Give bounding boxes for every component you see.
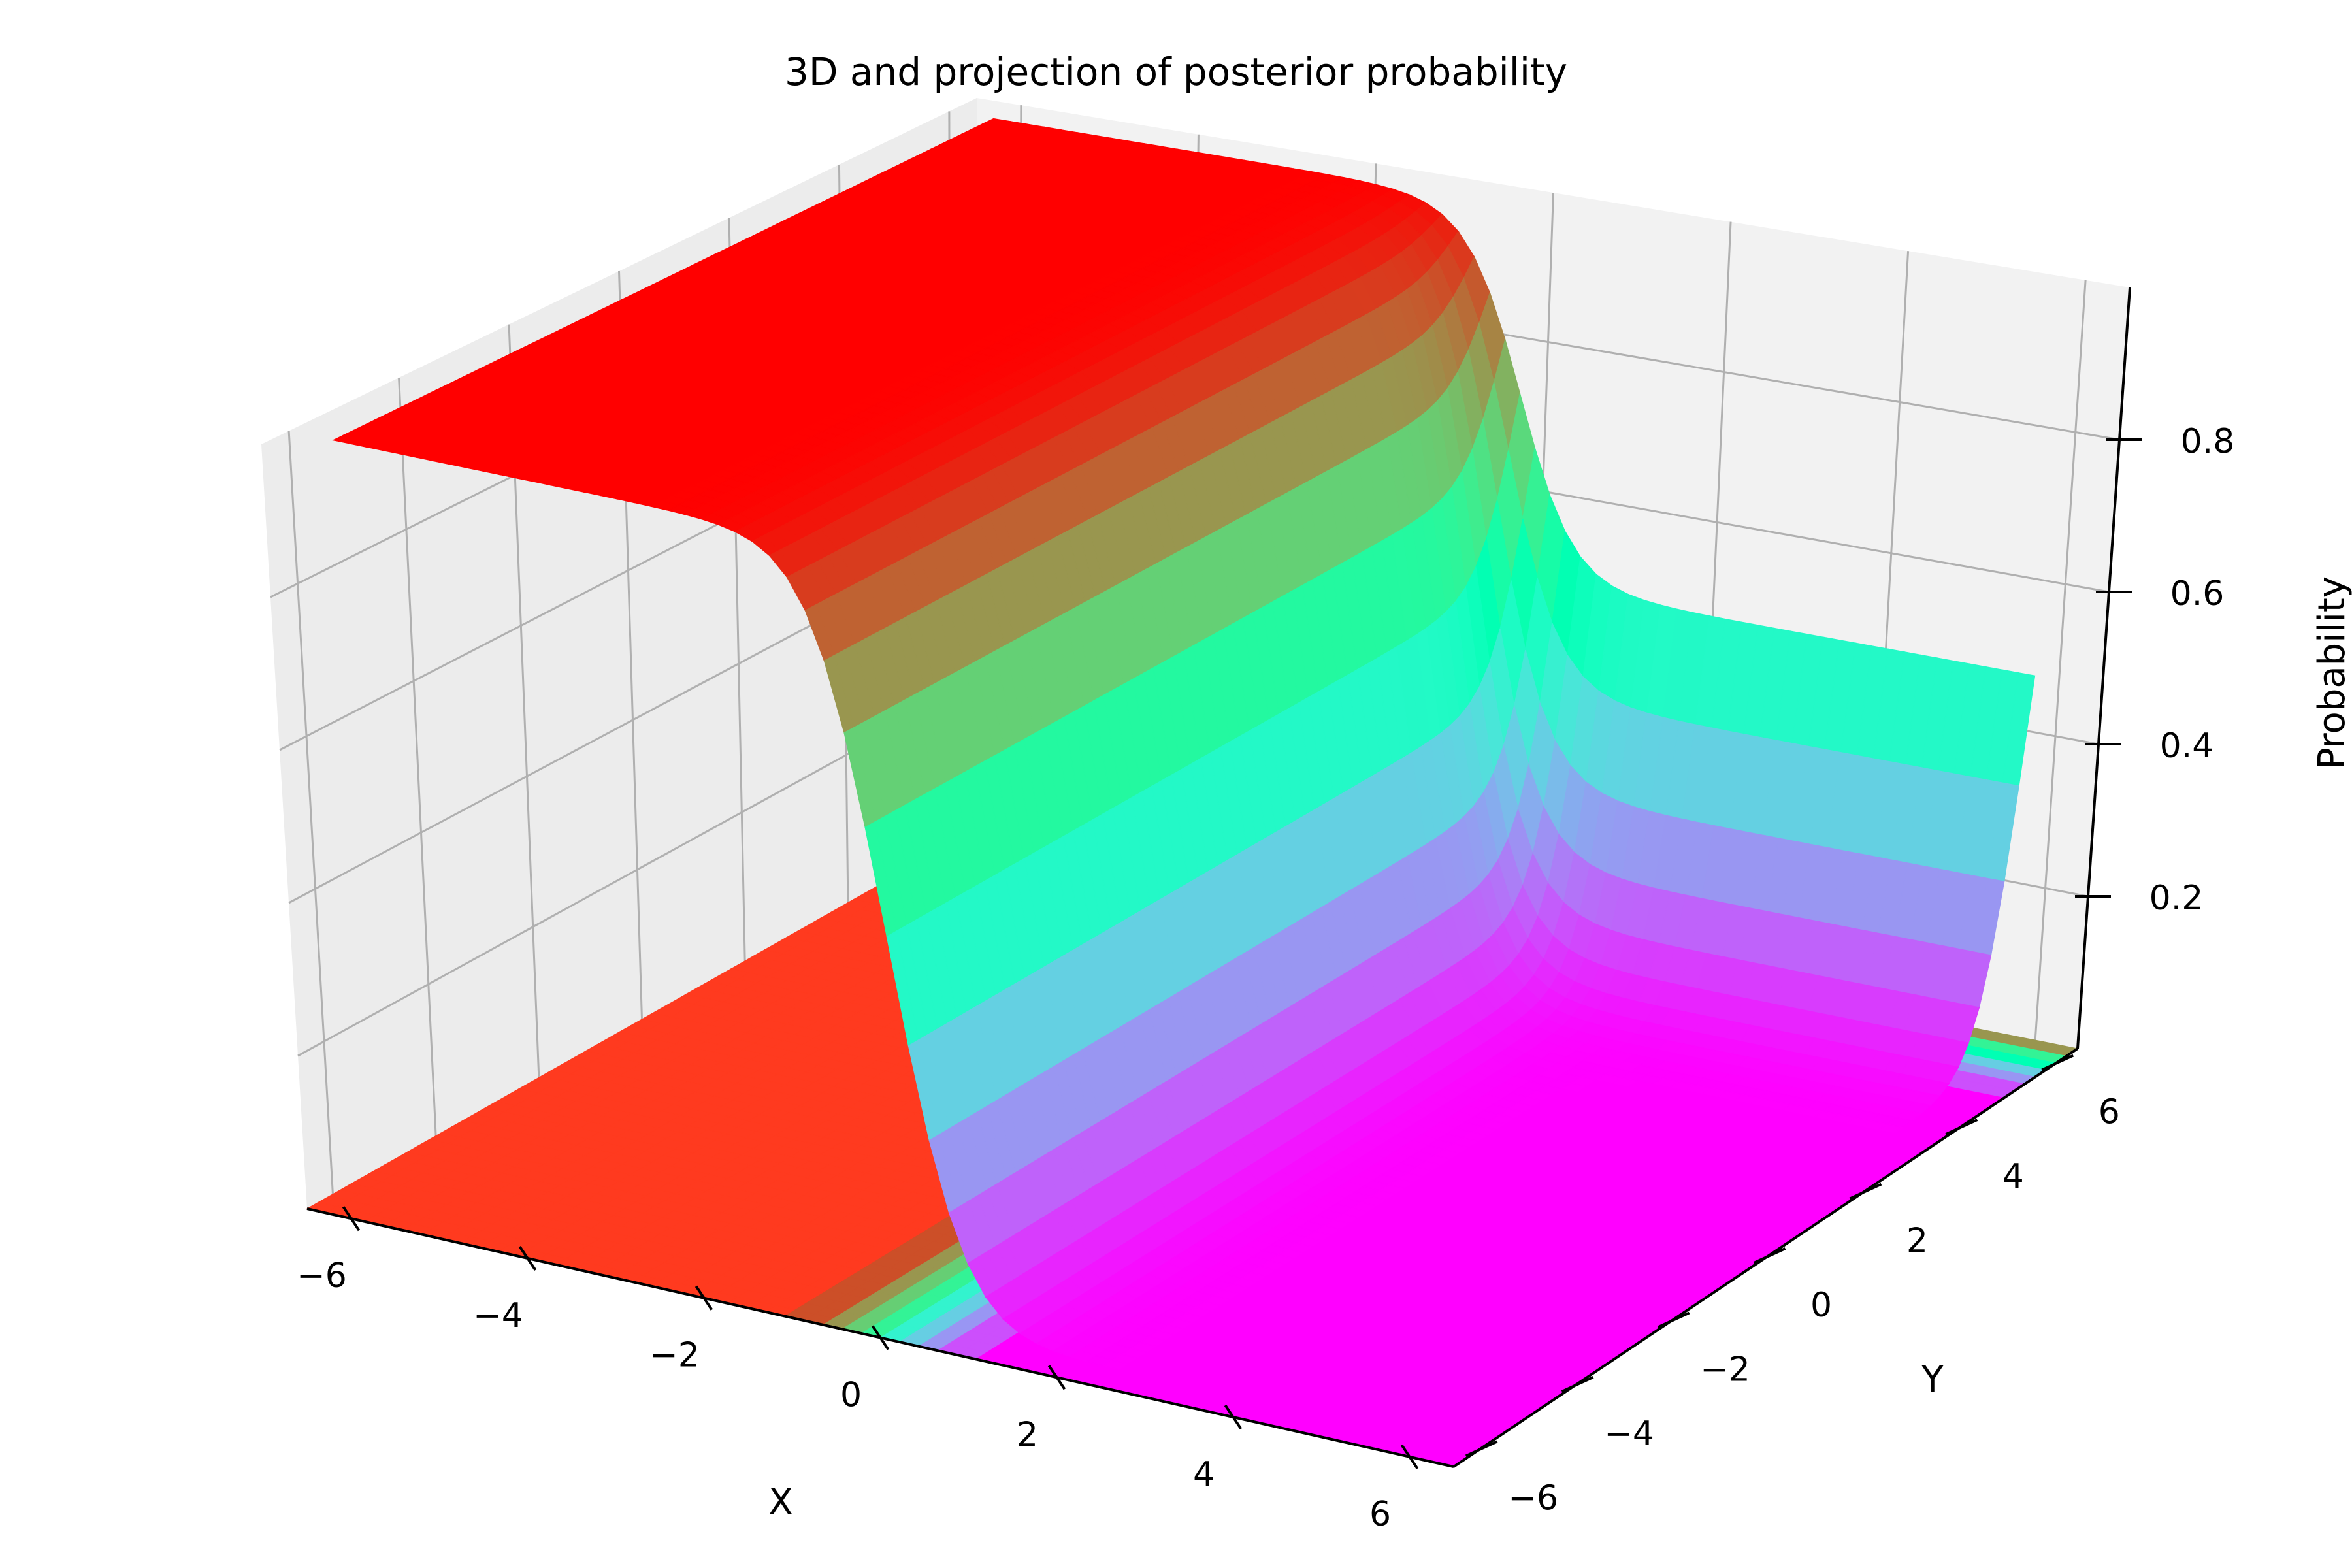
grid-line [398,378,437,1136]
grid-line [287,431,334,1194]
grid-line [2034,280,2087,1041]
